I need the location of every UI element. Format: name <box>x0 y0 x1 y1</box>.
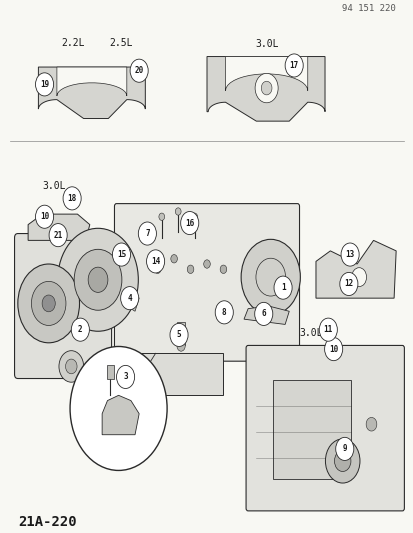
Circle shape <box>285 54 302 77</box>
Text: 11: 11 <box>323 325 332 334</box>
Text: 21A-220: 21A-220 <box>18 515 76 529</box>
FancyBboxPatch shape <box>14 233 112 378</box>
Circle shape <box>180 212 198 235</box>
Text: 3.0L: 3.0L <box>254 39 278 50</box>
Circle shape <box>318 318 337 341</box>
Circle shape <box>175 208 180 215</box>
Text: 13: 13 <box>344 250 354 259</box>
Circle shape <box>116 366 134 389</box>
Circle shape <box>112 243 130 266</box>
Circle shape <box>138 222 156 245</box>
Polygon shape <box>315 240 395 298</box>
Circle shape <box>88 267 108 293</box>
Text: 12: 12 <box>344 279 353 288</box>
Circle shape <box>59 351 83 382</box>
Circle shape <box>154 265 161 273</box>
Circle shape <box>240 239 299 315</box>
Circle shape <box>57 228 138 331</box>
Circle shape <box>340 243 358 266</box>
Circle shape <box>71 318 89 341</box>
Circle shape <box>187 265 193 273</box>
Text: 21: 21 <box>53 231 63 240</box>
Polygon shape <box>243 306 289 325</box>
Text: 9: 9 <box>342 445 346 454</box>
Circle shape <box>220 265 226 273</box>
Text: 3: 3 <box>123 373 128 382</box>
Circle shape <box>120 287 138 310</box>
Circle shape <box>146 250 164 273</box>
Text: 4: 4 <box>127 294 132 303</box>
Text: 15: 15 <box>116 250 126 259</box>
Bar <box>141 353 223 395</box>
Circle shape <box>273 276 292 299</box>
Circle shape <box>334 450 350 472</box>
Text: 8: 8 <box>221 308 226 317</box>
Circle shape <box>65 359 77 374</box>
Text: 94 151 220: 94 151 220 <box>342 4 395 13</box>
Polygon shape <box>28 214 90 240</box>
Circle shape <box>36 205 54 228</box>
Circle shape <box>159 213 164 221</box>
Polygon shape <box>38 67 145 118</box>
Circle shape <box>261 81 271 95</box>
Bar <box>107 365 114 378</box>
Circle shape <box>63 187 81 210</box>
Circle shape <box>335 438 353 461</box>
Polygon shape <box>206 56 324 121</box>
Circle shape <box>365 417 376 431</box>
FancyBboxPatch shape <box>114 204 299 361</box>
Text: 3.0L: 3.0L <box>299 328 322 338</box>
Text: 14: 14 <box>151 257 160 266</box>
Circle shape <box>36 73 54 96</box>
Circle shape <box>130 59 148 82</box>
Text: 10: 10 <box>328 345 337 353</box>
Circle shape <box>176 341 185 351</box>
Circle shape <box>254 74 278 103</box>
Circle shape <box>49 223 67 247</box>
Bar <box>177 322 184 345</box>
Circle shape <box>74 249 121 310</box>
Circle shape <box>203 260 210 268</box>
Polygon shape <box>225 56 307 91</box>
FancyBboxPatch shape <box>245 345 404 511</box>
Text: 17: 17 <box>289 61 298 70</box>
Circle shape <box>191 213 197 221</box>
Circle shape <box>18 264 79 343</box>
Bar <box>272 379 350 479</box>
Text: 20: 20 <box>134 66 143 75</box>
Text: 3.0L: 3.0L <box>43 181 66 191</box>
Circle shape <box>171 255 177 263</box>
Text: 7: 7 <box>145 229 150 238</box>
Circle shape <box>254 302 272 326</box>
Circle shape <box>215 301 233 324</box>
Circle shape <box>70 346 167 471</box>
Text: 18: 18 <box>67 194 76 203</box>
Text: 2: 2 <box>78 325 83 334</box>
Circle shape <box>31 281 66 326</box>
Text: 1: 1 <box>280 283 285 292</box>
Text: 2.5L: 2.5L <box>109 38 133 49</box>
Circle shape <box>42 295 55 312</box>
Text: 16: 16 <box>185 219 194 228</box>
Circle shape <box>325 439 359 483</box>
Circle shape <box>351 268 366 287</box>
Text: 10: 10 <box>40 212 49 221</box>
Polygon shape <box>57 67 126 96</box>
Text: 2.2L: 2.2L <box>62 38 85 49</box>
Circle shape <box>339 272 357 295</box>
Text: 5: 5 <box>176 330 181 340</box>
Polygon shape <box>126 290 139 311</box>
Circle shape <box>170 324 188 346</box>
Circle shape <box>324 337 342 361</box>
Polygon shape <box>102 395 139 435</box>
Text: 6: 6 <box>261 310 266 318</box>
Text: 19: 19 <box>40 80 49 89</box>
